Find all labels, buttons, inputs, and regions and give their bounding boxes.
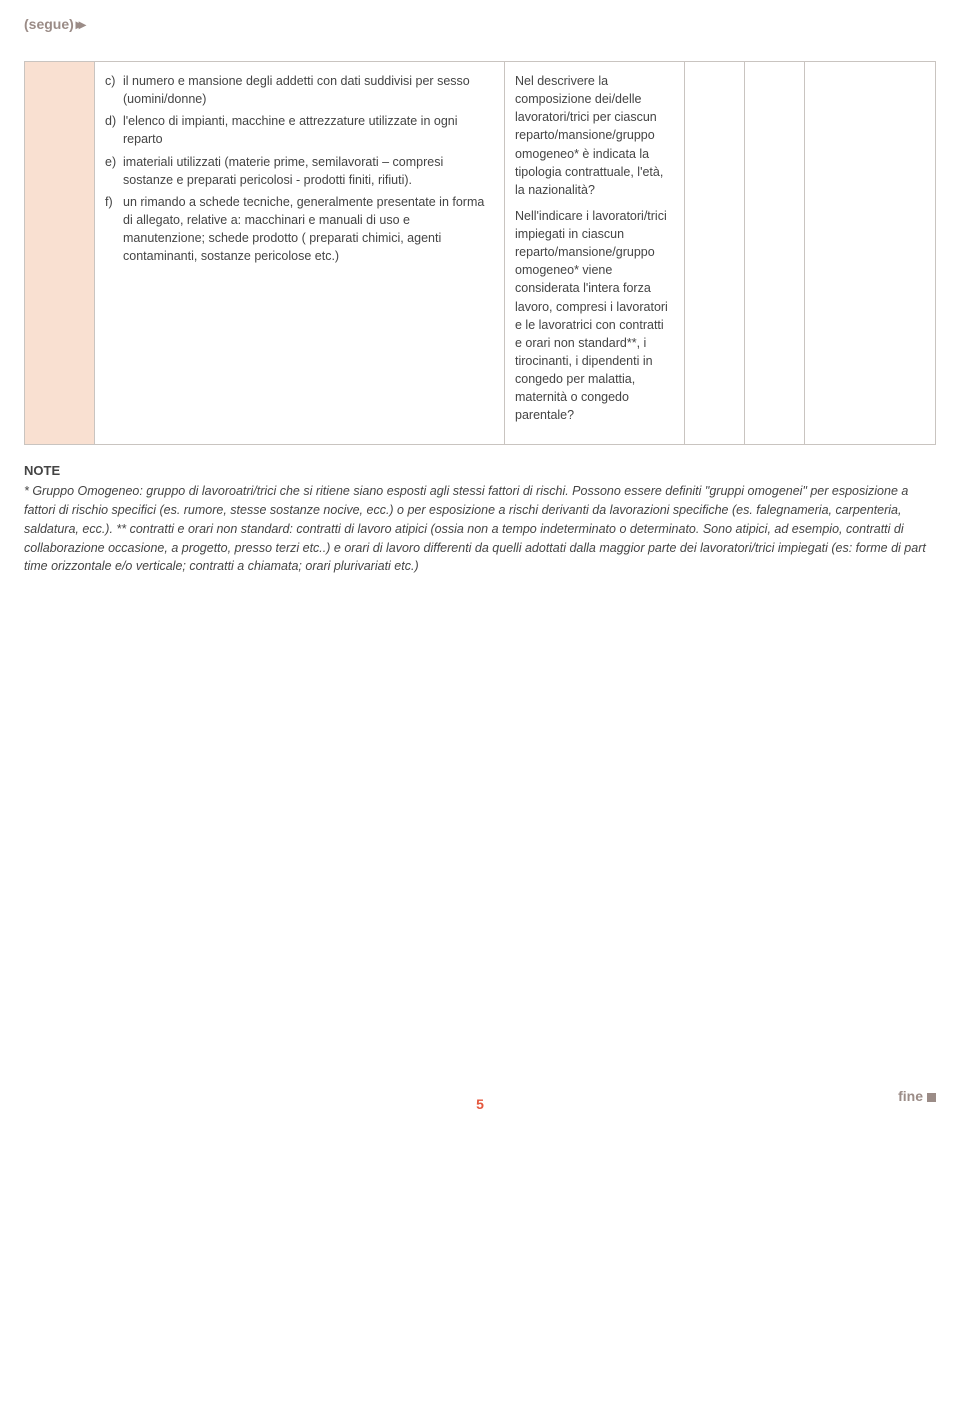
table-main-cell: c) il numero e mansione degli addetti co… bbox=[95, 62, 505, 445]
item-label: c) bbox=[105, 72, 123, 108]
table-empty-cell bbox=[685, 62, 745, 445]
content-table: c) il numero e mansione degli addetti co… bbox=[24, 61, 936, 445]
item-text: l'elenco di impianti, macchine e attrezz… bbox=[123, 112, 494, 148]
description-paragraph: Nel descrivere la composizione dei/delle… bbox=[515, 72, 674, 199]
square-icon bbox=[927, 1093, 936, 1102]
page-footer: fine 5 bbox=[24, 1096, 936, 1112]
table-left-spacer bbox=[25, 62, 95, 445]
item-text: un rimando a schede tecniche, generalmen… bbox=[123, 193, 494, 266]
continuation-marker: (segue)▸▸ bbox=[24, 16, 936, 33]
list-item: f) un rimando a schede tecniche, general… bbox=[105, 193, 494, 266]
description-paragraph: Nell'indicare i lavoratori/trici impiega… bbox=[515, 207, 674, 425]
list-item: d) l'elenco di impianti, macchine e attr… bbox=[105, 112, 494, 148]
table-empty-cell bbox=[805, 62, 936, 445]
note-title: NOTE bbox=[24, 463, 936, 478]
item-label: d) bbox=[105, 112, 123, 148]
item-text: il numero e mansione degli addetti con d… bbox=[123, 72, 494, 108]
list-item: c) il numero e mansione degli addetti co… bbox=[105, 72, 494, 108]
note-body: * Gruppo Omogeneo: gruppo di lavoroatri/… bbox=[24, 482, 936, 576]
table-empty-cell bbox=[745, 62, 805, 445]
list-item: e) imateriali utilizzati (materie prime,… bbox=[105, 153, 494, 189]
page-number: 5 bbox=[24, 1096, 936, 1112]
item-text: imateriali utilizzati (materie prime, se… bbox=[123, 153, 494, 189]
end-marker: fine bbox=[898, 1088, 936, 1104]
note-section: NOTE * Gruppo Omogeneo: gruppo di lavoro… bbox=[24, 463, 936, 576]
table-description-cell: Nel descrivere la composizione dei/delle… bbox=[505, 62, 685, 445]
item-label: e) bbox=[105, 153, 123, 189]
item-label: f) bbox=[105, 193, 123, 266]
